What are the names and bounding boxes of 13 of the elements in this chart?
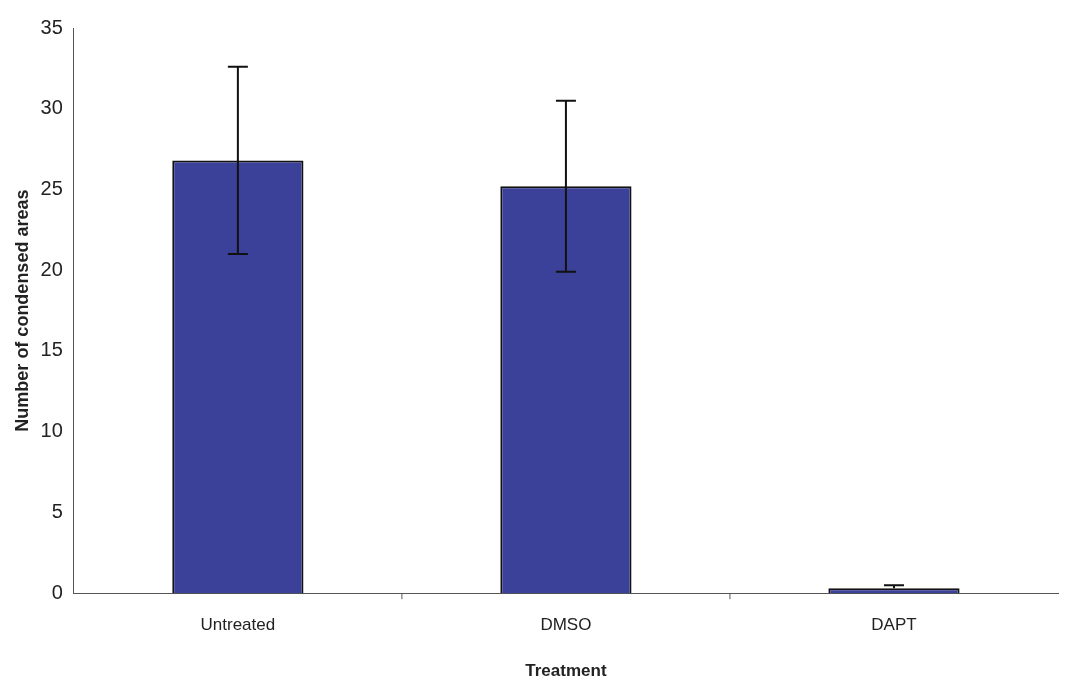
y-axis-title: Number of condensed areas: [11, 189, 32, 432]
x-tick-label: Untreated: [200, 615, 276, 635]
x-axis-title: Treatment: [525, 661, 607, 681]
y-tick-label: 10: [40, 419, 63, 442]
y-tick-label: 15: [40, 338, 63, 361]
y-tick-label: 5: [51, 499, 63, 522]
y-tick-label: 25: [40, 177, 63, 199]
y-tick-label: 0: [51, 580, 63, 603]
x-tick-label: DAPT: [871, 615, 917, 635]
y-tick-label: 30: [40, 96, 63, 119]
y-tick-label: 20: [40, 257, 63, 280]
x-tick-label: DMSO: [540, 615, 592, 635]
y-tick-label: 35: [40, 15, 63, 38]
